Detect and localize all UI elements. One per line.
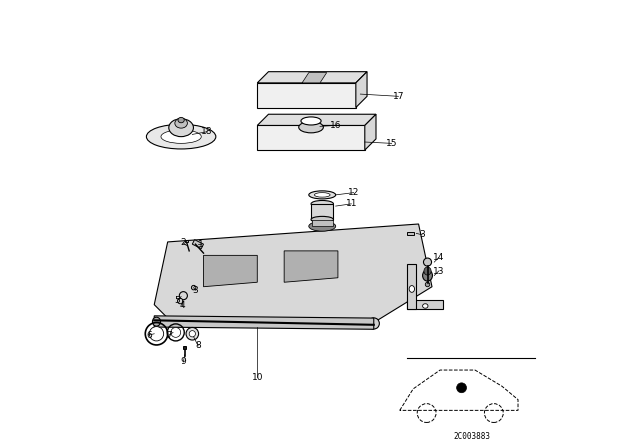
Text: 14: 14 [433,253,444,262]
Text: 13: 13 [433,267,444,276]
Ellipse shape [177,298,183,304]
Ellipse shape [424,267,431,275]
Ellipse shape [314,193,330,197]
Ellipse shape [424,258,431,266]
Ellipse shape [301,117,321,125]
Text: 3: 3 [419,230,425,239]
Ellipse shape [152,317,161,326]
Polygon shape [257,114,376,125]
Ellipse shape [425,282,430,287]
Text: 9: 9 [180,358,186,366]
Ellipse shape [299,122,323,133]
Polygon shape [185,240,188,242]
Text: 2: 2 [180,238,186,247]
Ellipse shape [309,221,336,231]
Text: 6: 6 [146,331,152,340]
Ellipse shape [368,318,380,329]
Text: 11: 11 [346,199,357,208]
Ellipse shape [422,270,433,281]
Ellipse shape [186,327,198,340]
Text: 17: 17 [393,92,404,101]
Polygon shape [284,251,338,282]
Text: 5: 5 [175,296,180,305]
Text: 12: 12 [348,188,359,197]
Polygon shape [154,224,432,327]
Text: 16: 16 [330,121,341,130]
Ellipse shape [409,286,415,293]
Ellipse shape [147,125,216,149]
Text: 10: 10 [252,373,263,382]
Text: 15: 15 [386,139,397,148]
Polygon shape [192,240,204,249]
Polygon shape [183,346,186,349]
Ellipse shape [149,327,164,341]
Ellipse shape [171,327,180,337]
Polygon shape [257,125,365,150]
Polygon shape [257,72,367,83]
Text: 7: 7 [166,331,172,340]
Ellipse shape [457,383,467,393]
Ellipse shape [422,304,428,308]
Ellipse shape [189,331,195,337]
Text: 18: 18 [202,127,213,136]
Polygon shape [407,300,443,309]
Ellipse shape [161,130,201,143]
Text: 8: 8 [195,341,201,350]
Ellipse shape [175,118,188,128]
Polygon shape [365,114,376,150]
Ellipse shape [311,200,333,207]
Polygon shape [356,72,367,108]
Polygon shape [407,232,414,235]
Ellipse shape [169,119,193,137]
Ellipse shape [191,285,196,290]
Polygon shape [257,83,356,108]
Polygon shape [407,264,417,309]
Text: 4: 4 [180,301,185,310]
Polygon shape [154,316,374,329]
Text: 3: 3 [193,286,198,295]
Polygon shape [204,255,257,287]
Polygon shape [302,73,327,83]
Ellipse shape [309,191,336,199]
Text: 1: 1 [198,240,204,249]
Ellipse shape [311,216,333,223]
Polygon shape [312,220,333,226]
Text: 2C003883: 2C003883 [454,432,491,441]
Ellipse shape [178,117,184,123]
Polygon shape [311,204,333,220]
